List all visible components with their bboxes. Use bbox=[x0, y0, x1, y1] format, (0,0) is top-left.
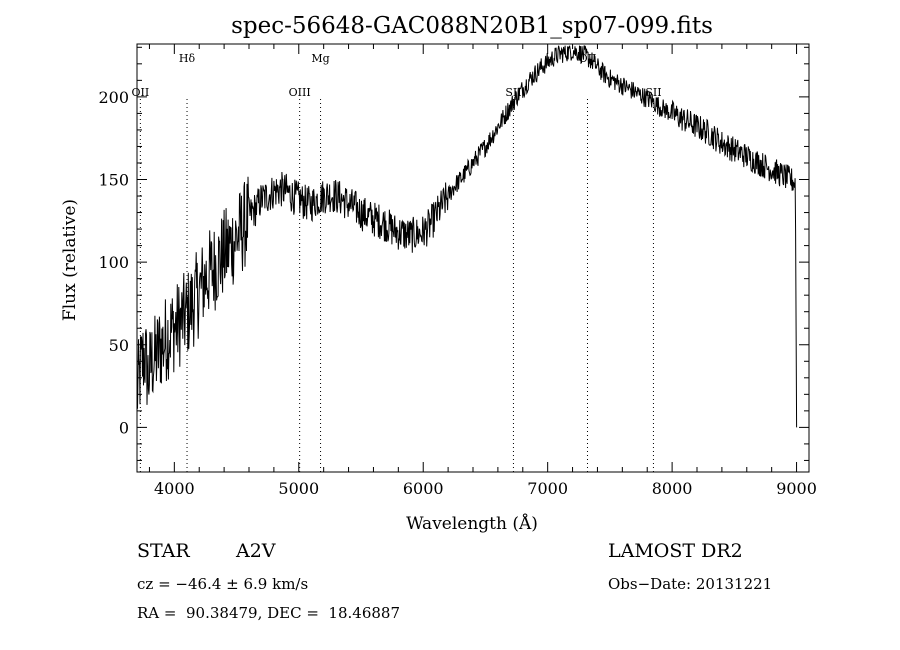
x-tick-label: 6000 bbox=[403, 479, 444, 498]
x-tick-label: 4000 bbox=[154, 479, 195, 498]
obs-date: Obs−Date: 20131221 bbox=[608, 575, 773, 593]
x-tick-label: 5000 bbox=[278, 479, 319, 498]
y-tick-label: 0 bbox=[119, 418, 129, 437]
spectral-line-label: Mg bbox=[311, 52, 329, 65]
spectral-line-label: OII bbox=[132, 86, 150, 99]
y-tick-label: 50 bbox=[109, 336, 129, 355]
x-axis-ticks: 4000 5000 6000 7000 8000 9000 bbox=[148, 44, 817, 498]
spectral-line-label: OIII bbox=[289, 86, 311, 99]
coordinates: RA = 90.38479, DEC = 18.46887 bbox=[137, 604, 401, 622]
y-tick-label: 100 bbox=[98, 253, 129, 272]
x-tick-label: 8000 bbox=[652, 479, 693, 498]
x-axis-label: Wavelength (Å) bbox=[406, 513, 538, 534]
y-axis-label: Flux (relative) bbox=[60, 199, 80, 321]
object-class: STAR bbox=[137, 540, 190, 562]
y-tick-label: 200 bbox=[98, 88, 129, 107]
y-tick-label: 150 bbox=[98, 171, 129, 190]
plot-frame bbox=[136, 43, 810, 473]
object-subclass: A2V bbox=[236, 540, 276, 562]
chart-title: spec-56648-GAC088N20B1_sp07-099.fits bbox=[231, 13, 713, 39]
spectrum-line bbox=[136, 45, 798, 428]
redshift-cz: cz = −46.4 ± 6.9 km/s bbox=[137, 575, 309, 593]
spectral-line-label: Hδ bbox=[179, 52, 196, 65]
survey-label: LAMOST DR2 bbox=[608, 540, 743, 562]
x-tick-label: 9000 bbox=[776, 479, 817, 498]
x-tick-label: 7000 bbox=[527, 479, 568, 498]
y-axis-ticks: 0 50 100 150 200 bbox=[98, 46, 809, 461]
